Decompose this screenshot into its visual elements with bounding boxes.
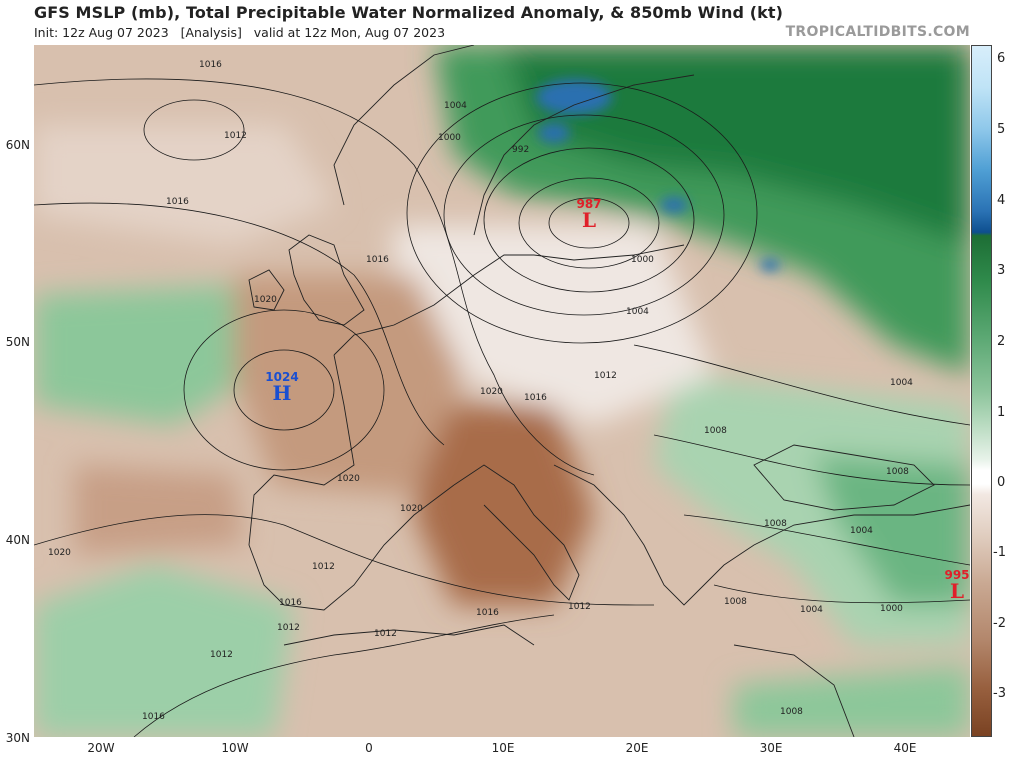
isobar-label: 1016	[476, 608, 499, 618]
isobar-label: 1008	[780, 707, 803, 717]
isobar-label: 992	[512, 145, 530, 155]
isobar-label: 1004	[626, 307, 649, 317]
isobar-label: 1008	[724, 597, 747, 607]
lat-label: 60N	[5, 138, 30, 152]
isobar-label: 1016	[199, 60, 222, 70]
coastlines	[248, 45, 970, 737]
lon-label: 10W	[221, 741, 249, 755]
colorbar-tick: 4	[997, 193, 1006, 208]
isobar-label: 1008	[764, 519, 787, 529]
isobar-label: 1004	[800, 605, 823, 615]
lat-label: 30N	[5, 731, 30, 745]
isobar-label: 1012	[568, 602, 591, 612]
brand-label: TROPICALTIDBITS.COM	[785, 24, 970, 40]
isobar-label: 1000	[438, 133, 461, 143]
isobar-label: 1000	[631, 255, 654, 265]
isobar-label: 1012	[210, 650, 233, 660]
isobar-label: 1012	[312, 562, 335, 572]
colorbar-tick: 3	[997, 263, 1006, 278]
low-pressure-center-baltic: 987 L	[574, 198, 604, 230]
isobar-label: 1004	[890, 378, 913, 388]
isobar-label: 1016	[166, 197, 189, 207]
chart-subtitle: Init: 12z Aug 07 2023 [Analysis] valid a…	[34, 25, 446, 40]
pressure-value: 995	[944, 568, 970, 582]
isobar-label: 1004	[444, 101, 467, 111]
isobar-label: 1020	[48, 548, 71, 558]
pressure-type: H	[272, 381, 292, 405]
lon-label: 20W	[87, 741, 115, 755]
map-canvas	[34, 45, 970, 737]
isobar-label: 1020	[480, 387, 503, 397]
pressure-value: 987	[576, 197, 602, 211]
isobar-label: 1012	[374, 629, 397, 639]
isobar-label: 1020	[400, 504, 423, 514]
lon-label: 0	[365, 741, 373, 755]
colorbar-tick: 6	[997, 51, 1006, 66]
lon-label: 20E	[625, 741, 649, 755]
isobar-label: 1012	[224, 131, 247, 141]
colorbar-tick: 1	[997, 405, 1006, 420]
lon-label: 40E	[893, 741, 917, 755]
colorbar-tick: -1	[993, 545, 1006, 560]
isobars	[34, 78, 970, 737]
isobar-label: 1020	[254, 295, 277, 305]
colorbar-tick: -2	[993, 616, 1006, 631]
pressure-type: L	[949, 579, 965, 603]
isobar-label: 1020	[337, 474, 360, 484]
isobar-label: 1016	[279, 598, 302, 608]
pressure-type: L	[581, 208, 597, 232]
colorbar-tick: 5	[997, 122, 1006, 137]
pressure-value: 1024	[265, 370, 299, 384]
colorbar	[971, 45, 992, 737]
high-pressure-center-biscay: 1024 H	[264, 371, 300, 403]
colorbar-tick: -3	[993, 686, 1006, 701]
lon-label: 10E	[491, 741, 515, 755]
isobar-label: 1004	[850, 526, 873, 536]
isobar-label: 1016	[524, 393, 547, 403]
map-panel: 987 L 1024 H 995 L 1016 1012 1016 1020 1…	[34, 45, 970, 737]
isobar-label: 1008	[886, 467, 909, 477]
lon-label: 30E	[759, 741, 783, 755]
low-pressure-center-east: 995 L	[942, 569, 970, 601]
colorbar-tick: 2	[997, 334, 1006, 349]
isobar-label: 1000	[880, 604, 903, 614]
chart-title: GFS MSLP (mb), Total Precipitable Water …	[34, 3, 784, 22]
lat-label: 50N	[5, 335, 30, 349]
high-anomaly-pockets	[536, 79, 780, 271]
colorbar-tick: 0	[997, 475, 1006, 490]
isobar-label: 1012	[594, 371, 617, 381]
isobar-label: 1012	[277, 623, 300, 633]
lat-label: 40N	[5, 533, 30, 547]
isobar-label: 1016	[142, 712, 165, 722]
isobar-label: 1008	[704, 426, 727, 436]
isobar-label: 1016	[366, 255, 389, 265]
